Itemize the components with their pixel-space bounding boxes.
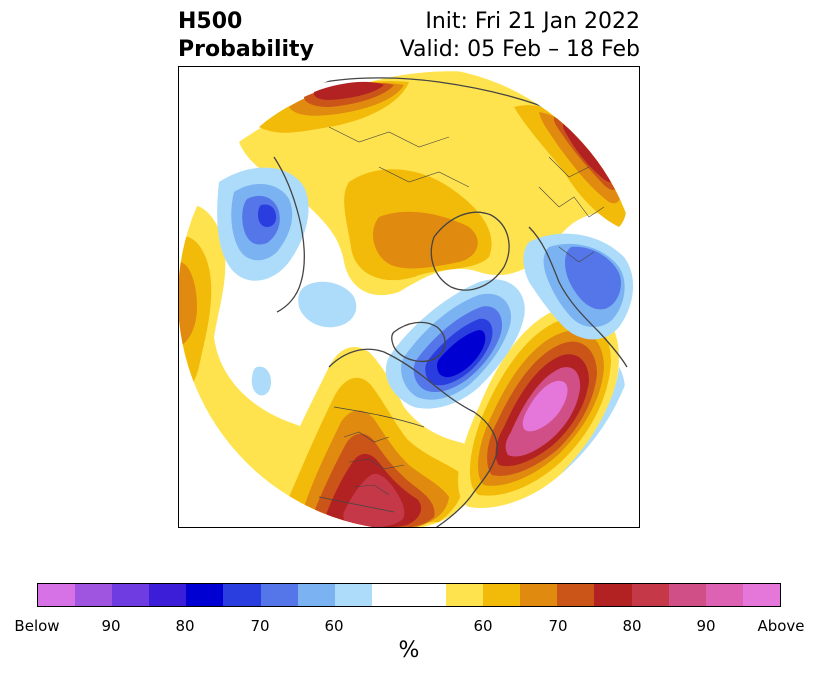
- map-title-left: H500 Probability: [178, 8, 314, 64]
- above-region-arctic-high: [372, 211, 478, 269]
- colorbar-below-segment: [75, 584, 113, 606]
- colorbar-tick-label: 80: [175, 617, 195, 635]
- borders-asia: [328, 126, 470, 188]
- above-region-pacific-high: [179, 262, 197, 347]
- colorbar-above-segment: [594, 584, 632, 606]
- colorbar-tick-label: 60: [473, 617, 493, 635]
- colorbar-above-segment: [483, 584, 521, 606]
- valid-range-label: Valid: 05 Feb – 18 Feb: [399, 37, 640, 62]
- colorbar-tick-label: Below: [14, 617, 60, 635]
- colorbar-above-segment: [668, 584, 706, 606]
- below-region-europe-high: [565, 246, 621, 310]
- above-region-top-right: [514, 105, 627, 227]
- colorbar-above-segment: [520, 584, 558, 606]
- colorbar-below-segment: [334, 584, 372, 606]
- coastline-alaska: [273, 156, 305, 313]
- colorbar-above-segment: [631, 584, 669, 606]
- colorbar-tick-label: 90: [696, 617, 716, 635]
- colorbar-above-segment: [705, 584, 743, 606]
- colorbar-below-segment: [149, 584, 187, 606]
- map-product-title: Probability: [178, 37, 314, 62]
- coastlines-and-borders: [273, 77, 628, 527]
- colorbar-below-segment: [260, 584, 298, 606]
- border-us-canada: [333, 406, 425, 428]
- map-title-right: Init: Fri 21 Jan 2022 Valid: 05 Feb – 18…: [400, 8, 640, 64]
- above-region-atlantic-max: [522, 380, 568, 432]
- map-variable-title: H500: [178, 9, 243, 34]
- coastline-north-america: [328, 348, 498, 527]
- colorbar-tick-label: 70: [548, 617, 568, 635]
- borders-europe: [538, 156, 605, 263]
- below-region-pacific-small: [251, 366, 271, 396]
- below-region-hudson-peak: [437, 330, 486, 378]
- coastline-hudson-bay: [391, 321, 446, 362]
- colorbar-unit-label: %: [398, 638, 420, 663]
- colorbar-above-segment: [446, 584, 484, 606]
- polar-stereographic-map: [179, 67, 639, 527]
- colorbar-tick-label: 60: [324, 617, 344, 635]
- below-region-pacific-core: [258, 204, 277, 227]
- below-region-north-central: [298, 281, 357, 328]
- colorbar-below-segment: [223, 584, 261, 606]
- colorbar-above-segment: [742, 584, 780, 606]
- border-mexico: [318, 496, 395, 513]
- colorbar-below-segment: [297, 584, 335, 606]
- polar-map-panel: [178, 66, 640, 528]
- colorbar-above-segment: [557, 584, 595, 606]
- colorbar-below-segment: [112, 584, 150, 606]
- init-date-label: Init: Fri 21 Jan 2022: [425, 9, 640, 34]
- colorbar-tick-label: 90: [101, 617, 121, 635]
- borders-us-states: [343, 431, 405, 496]
- probability-shading: [179, 67, 639, 527]
- probability-colorbar: [37, 583, 781, 607]
- coastline-greenland: [430, 211, 510, 291]
- colorbar-tick-label: 70: [250, 617, 270, 635]
- colorbar-below-segment: [38, 584, 76, 606]
- above-region-north-america-peak: [343, 474, 405, 527]
- colorbar-tick-label: 80: [622, 617, 642, 635]
- above-region-top-left-core: [313, 81, 384, 100]
- colorbar-tick-label: Above: [757, 617, 805, 635]
- coastline-europe: [528, 226, 628, 368]
- colorbar-below-segment: [186, 584, 224, 606]
- above-region-pacific: [179, 204, 332, 498]
- colorbar-neutral-segment: [371, 584, 447, 606]
